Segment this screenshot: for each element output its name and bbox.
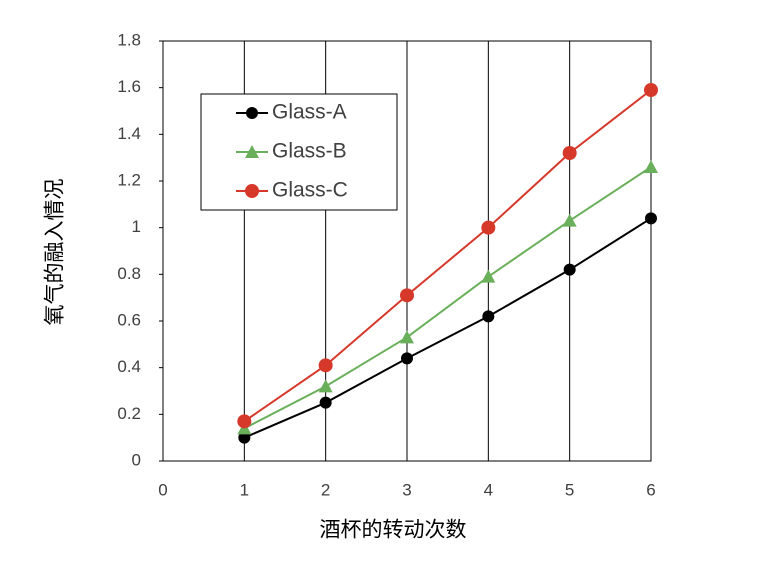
y-tick-label: 1.8 [117,30,141,49]
marker [400,288,414,303]
line [243,89,652,423]
marker [319,396,332,409]
marker [400,330,414,344]
marker [237,414,252,429]
x-tick-label: 5 [565,480,574,499]
y-tick-label: 1 [132,217,141,236]
y-tick-label: 1.4 [117,124,141,143]
marker [562,213,577,227]
y-tick-label: 0.6 [117,310,141,329]
marker [563,263,576,276]
legend-label: Glass-A [272,101,347,124]
x-tick-label: 1 [240,480,249,499]
marker [318,379,333,393]
x-tick-label: 3 [402,480,411,499]
y-tick-label: 0.4 [117,357,141,376]
legend: Glass-A Glass-B Glass-C [200,93,398,211]
y-tick-label: 0.2 [117,404,141,423]
legend-marker [246,107,258,119]
x-axis-title: 酒杯的转动次数 [320,519,467,542]
marker [644,83,658,97]
line [243,166,652,430]
y-tick-label: 1.6 [117,77,141,96]
marker [318,358,333,373]
marker [481,220,496,235]
legend-label: Glass-B [272,140,347,163]
legend-label: Glass-C [272,179,348,202]
legend-marker [245,184,259,198]
x-tick-label: 0 [158,480,167,499]
legend-marker [245,145,259,158]
legend-box [200,93,398,211]
marker [645,212,657,225]
marker [481,269,496,283]
marker [562,146,577,160]
x-tick-label: 2 [321,480,330,499]
x-tick-label: 4 [484,480,493,499]
line [243,217,652,439]
marker [238,431,251,444]
marker [401,352,413,365]
x-tick-label: 6 [646,480,655,499]
y-tick-label: 0 [132,450,141,469]
marker [482,310,495,323]
y-axis-title: 氧气的融入情况 [44,179,67,326]
y-tick-label: 0.8 [117,264,141,283]
y-tick-label: 1.2 [117,170,141,189]
marker [644,160,658,173]
